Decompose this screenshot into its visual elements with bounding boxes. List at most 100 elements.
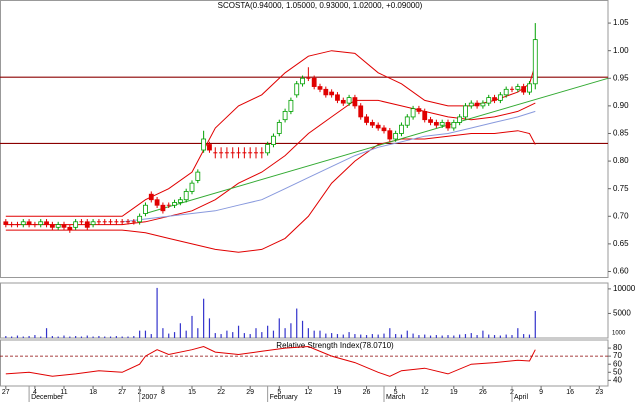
volume-bar — [191, 315, 193, 338]
y-tick-label: 0.75 — [613, 184, 629, 193]
candle-body — [172, 202, 177, 206]
volume-bar — [86, 335, 88, 338]
volume-bar — [499, 335, 501, 338]
candle-body — [346, 97, 352, 104]
candle-body — [352, 97, 358, 107]
candle-body — [433, 122, 439, 126]
candle-body — [492, 97, 497, 101]
candle-body — [404, 116, 410, 126]
x-tick-label: 26 — [479, 389, 487, 396]
candle-body — [358, 105, 364, 118]
candle-body — [90, 221, 96, 225]
y-tick-label: 70 — [613, 351, 622, 360]
volume-bar — [232, 332, 234, 338]
candle-body — [335, 94, 340, 101]
candle-body — [294, 83, 300, 96]
volume-bar — [459, 334, 461, 338]
candle-body — [49, 224, 55, 228]
volume-bar — [400, 334, 403, 338]
candle-body — [154, 199, 160, 206]
x-tick-label: 22 — [217, 389, 225, 396]
x-tick-label: 27 — [2, 389, 10, 396]
overlay-line — [145, 77, 609, 214]
volume-bar — [447, 335, 449, 338]
candle-body — [73, 221, 79, 228]
candle-body — [317, 86, 323, 90]
volume-bar — [173, 332, 176, 338]
volume-bar — [435, 335, 437, 338]
candle-body — [38, 221, 44, 225]
candle-body — [364, 116, 369, 123]
volume-bar — [354, 334, 356, 338]
overlay-line — [5, 130, 536, 253]
volume-bar — [220, 334, 222, 338]
volume-bar — [360, 334, 362, 338]
volume-bar — [115, 336, 117, 338]
candle-body — [463, 105, 468, 118]
volume-bar — [336, 334, 339, 338]
volume-bar — [377, 334, 379, 338]
candle-body — [451, 122, 457, 129]
y-tick-label: 50 — [613, 367, 622, 376]
candle-body — [265, 144, 271, 154]
volume-bar — [284, 328, 286, 338]
volume-bar — [383, 333, 385, 338]
candle-body — [26, 221, 32, 225]
x-tick-label: 16 — [566, 389, 574, 396]
volume-bar — [144, 330, 147, 338]
volume-bar — [208, 318, 211, 338]
month-label: March — [386, 394, 406, 401]
volume-bar — [424, 334, 426, 338]
x-tick-label: 5 — [277, 389, 281, 396]
volume-bar — [290, 323, 292, 338]
candle-body — [410, 108, 416, 118]
volume-bar — [482, 330, 484, 338]
volume-bar — [488, 334, 490, 338]
candle-body — [340, 99, 346, 104]
candle-body — [375, 124, 381, 129]
month-label: April — [514, 394, 528, 401]
rsi-title: Relative Strength Index(78.0710) — [276, 341, 394, 350]
volume-bar — [464, 334, 467, 338]
volume-bar — [429, 335, 432, 338]
volume-bar — [325, 333, 327, 338]
x-tick-label: 12 — [421, 389, 429, 396]
candle-body — [439, 122, 445, 126]
volume-bar — [179, 323, 181, 338]
x-tick-label: 8 — [161, 389, 165, 396]
month-label: December — [31, 394, 64, 401]
volume-bar — [139, 330, 141, 338]
y-tick-label: 0.70 — [613, 211, 629, 220]
y-tick-label: 60 — [613, 359, 622, 368]
volume-bar — [237, 325, 240, 338]
volume-bar — [534, 310, 536, 338]
volume-bar — [104, 336, 106, 338]
rsi-line — [5, 345, 536, 377]
candle-body — [55, 224, 61, 228]
volume-bar — [57, 336, 59, 338]
volume-bar — [168, 333, 170, 338]
y-tick-label: 10000 — [613, 284, 636, 293]
candle-body — [399, 124, 404, 134]
volume-bar — [185, 330, 187, 338]
volume-bar — [307, 328, 309, 338]
candle-body — [207, 144, 212, 151]
volume-bar — [11, 336, 13, 338]
candle-body — [428, 119, 433, 123]
month-label: February — [270, 394, 299, 401]
y-tick-label: 5000 — [613, 309, 631, 318]
candle-body — [416, 108, 422, 112]
volume-bar — [301, 320, 304, 338]
x-tick-label: 23 — [595, 389, 603, 396]
candle-body — [369, 122, 375, 126]
volume-bar — [278, 318, 280, 338]
volume-bar — [45, 328, 48, 338]
candle-body — [329, 91, 335, 96]
candle-body — [311, 77, 317, 87]
volume-bar — [121, 336, 123, 338]
volume-bar — [249, 334, 251, 338]
candle-body — [480, 102, 486, 107]
y-tick-label: 0.85 — [613, 129, 629, 138]
candle-body — [276, 122, 282, 134]
